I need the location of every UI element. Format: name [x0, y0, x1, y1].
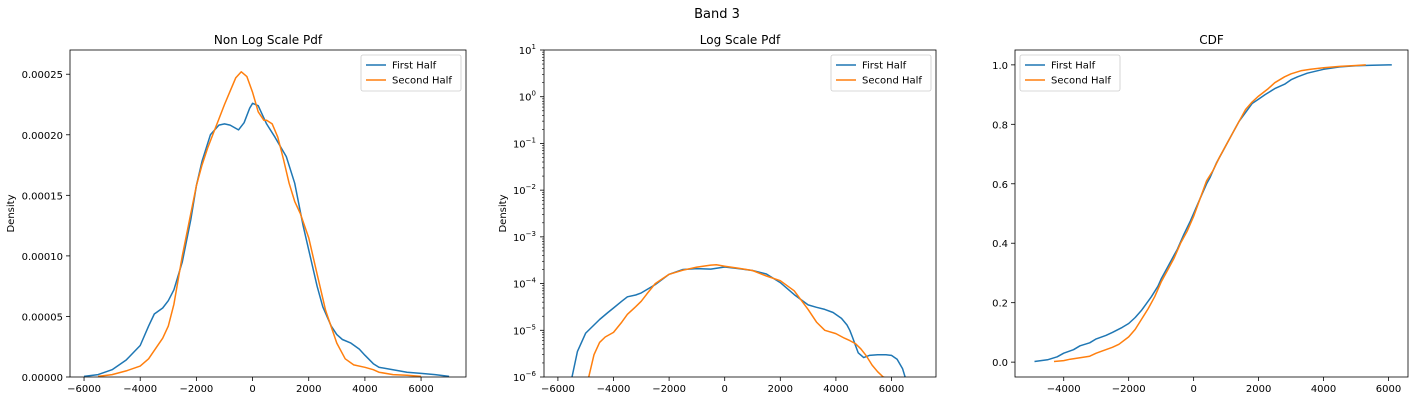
- x-tick-label: −2000: [652, 384, 686, 395]
- y-axis-label: Density: [498, 194, 509, 232]
- x-tick-label: 0: [249, 384, 255, 395]
- series-line-first-half: [83, 102, 450, 377]
- series-line-first-half: [1034, 64, 1392, 363]
- y-tick-label: 10−4: [513, 277, 537, 291]
- x-tick-label: 2000: [1246, 384, 1271, 395]
- x-tick-label: −4000: [597, 384, 631, 395]
- y-tick-label: 10−3: [513, 230, 536, 244]
- y-tick-label: 101: [519, 43, 536, 57]
- series-line-second-half: [98, 71, 422, 377]
- legend: First Half Second Half: [1019, 54, 1121, 92]
- axes-frame: [69, 49, 467, 378]
- y-tick-label: 0.00025: [22, 70, 63, 81]
- legend-label: Second Half: [862, 76, 922, 87]
- panel-non-log-pdf: Non Log Scale Pdf Density −6000 −4000 −2000 0…: [6, 33, 467, 395]
- legend-label: First Half: [392, 61, 437, 72]
- y-tick-label: 0.00010: [22, 252, 63, 263]
- x-tick-label: −2000: [179, 384, 213, 395]
- x-tick-label: 4000: [823, 384, 848, 395]
- y-axis-label: Density: [6, 194, 17, 232]
- y-tick-label: 0.4: [992, 239, 1008, 250]
- y-tick-label: 100: [519, 90, 536, 104]
- x-tick-label: −4000: [123, 384, 157, 395]
- y-tick-label: 0.00020: [22, 131, 63, 142]
- series-line-second-half: [1053, 64, 1366, 363]
- axes-frame: [543, 49, 937, 378]
- y-tick-label: 0.00015: [22, 191, 63, 202]
- series-line-second-half: [587, 264, 886, 377]
- legend-label: Second Half: [1051, 76, 1111, 87]
- y-tick-label: 10−6: [513, 370, 537, 384]
- legend-label: First Half: [1051, 61, 1096, 72]
- x-tick-label: −4000: [1047, 384, 1081, 395]
- x-tick-label: 0: [722, 384, 728, 395]
- y-tick-label: 1.0: [992, 61, 1008, 72]
- legend-label: Second Half: [392, 76, 452, 87]
- x-tick-label: 6000: [408, 384, 433, 395]
- legend-box: [1019, 54, 1121, 92]
- axes-title: Log Scale Pdf: [700, 33, 781, 47]
- y-tick-label: 0.6: [992, 180, 1008, 191]
- y-tick-label: 0.00005: [22, 312, 63, 323]
- panel-log-pdf: Log Scale Pdf Density −6000 −4000 −2000 0 2000…: [498, 33, 937, 395]
- x-tick-label: 4000: [1311, 384, 1336, 395]
- suptitle: Band 3: [694, 7, 740, 22]
- y-tick-label: 0.00000: [22, 373, 63, 384]
- axes-title: Non Log Scale Pdf: [214, 33, 323, 47]
- legend-box: [360, 54, 462, 92]
- x-tick-label: 0: [1190, 384, 1196, 395]
- legend: First Half Second Half: [360, 54, 462, 92]
- x-tick-label: 4000: [352, 384, 377, 395]
- x-tick-label: 2000: [296, 384, 321, 395]
- x-tick-label: 2000: [768, 384, 793, 395]
- y-tick-label: 10−1: [513, 136, 536, 150]
- y-tick-label: 0.0: [992, 358, 1008, 369]
- legend: First Half Second Half: [830, 54, 932, 92]
- y-tick-label: 0.8: [992, 120, 1008, 131]
- panel-cdf: CDF −4000 −2000 0 2000 4000 6000 0.0 0.2 0.4 0.6 0.…: [992, 33, 1409, 395]
- x-tick-label: −6000: [541, 384, 575, 395]
- axes-title: CDF: [1199, 33, 1224, 47]
- x-tick-label: 6000: [1376, 384, 1401, 395]
- x-tick-label: −6000: [67, 384, 101, 395]
- y-tick-label: 10−5: [513, 323, 536, 337]
- x-tick-label: −2000: [1112, 384, 1146, 395]
- x-tick-label: 6000: [879, 384, 904, 395]
- y-tick-label: 0.2: [992, 299, 1008, 310]
- axes-frame: [1014, 49, 1409, 378]
- y-tick-label: 10−2: [513, 183, 536, 197]
- legend-box: [830, 54, 932, 92]
- legend-label: First Half: [862, 61, 907, 72]
